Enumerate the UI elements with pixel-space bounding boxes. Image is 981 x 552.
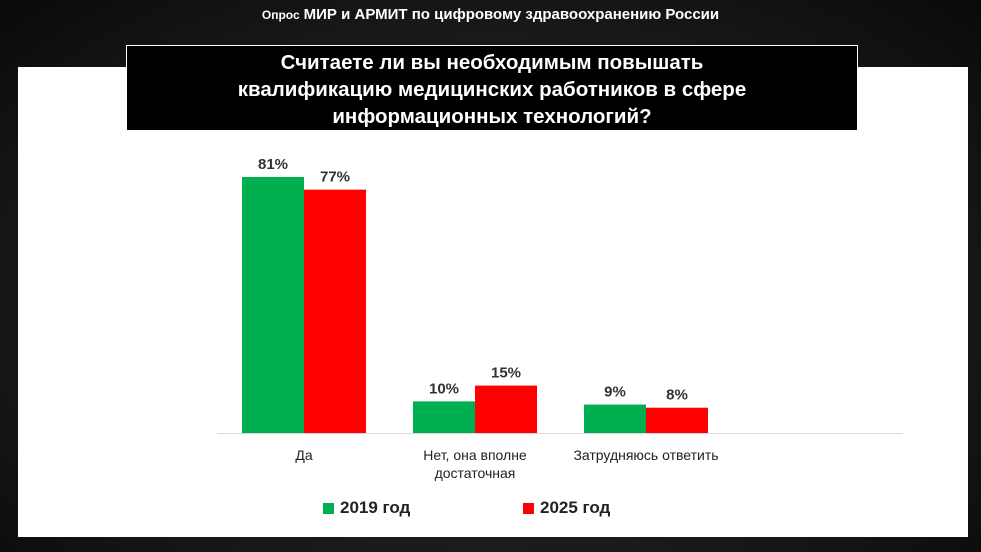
data-label: 8%	[666, 387, 688, 404]
chart-panel	[18, 67, 968, 537]
bar-2019-1	[413, 401, 475, 433]
legend-label-2019: 2019 год	[340, 498, 411, 517]
bar-2019-2	[584, 404, 646, 433]
bar-2025-2	[646, 407, 708, 433]
legend-label-2025: 2025 год	[540, 498, 611, 517]
survey-title-prefix: Опрос	[261, 8, 300, 22]
data-label: 9%	[604, 384, 626, 401]
legend-swatch-2019	[323, 502, 334, 514]
survey-title-text: МИР и АРМИТ по цифровому здравоохранению…	[303, 6, 720, 23]
survey-title: Опрос МИР и АРМИТ по цифровому здравоохра…	[0, 6, 981, 23]
category-label: Затрудняюсь ответить	[573, 447, 718, 463]
bar-2019-0	[242, 177, 304, 433]
legend-swatch-2025	[523, 502, 534, 514]
bar-2025-0	[304, 189, 366, 433]
legend-item-2019: 2019 год	[323, 498, 410, 518]
question-line-3: информационных технологий?	[332, 105, 652, 128]
question-title: Считаете ли вы необходимым повышать квал…	[126, 45, 858, 131]
category-label: достаточная	[435, 465, 516, 481]
data-label: 15%	[491, 365, 521, 382]
category-label: Нет, она вполне	[423, 447, 527, 463]
bar-2025-1	[475, 385, 537, 433]
question-line-1: Считаете ли вы необходимым повышать	[280, 51, 704, 74]
data-label: 81%	[258, 156, 288, 173]
data-label: 77%	[320, 169, 350, 186]
data-label: 10%	[429, 380, 459, 397]
category-label: Да	[295, 447, 312, 463]
question-line-2: квалификацию медицинских работников в сф…	[237, 78, 747, 101]
legend-item-2025: 2025 год	[523, 498, 610, 518]
